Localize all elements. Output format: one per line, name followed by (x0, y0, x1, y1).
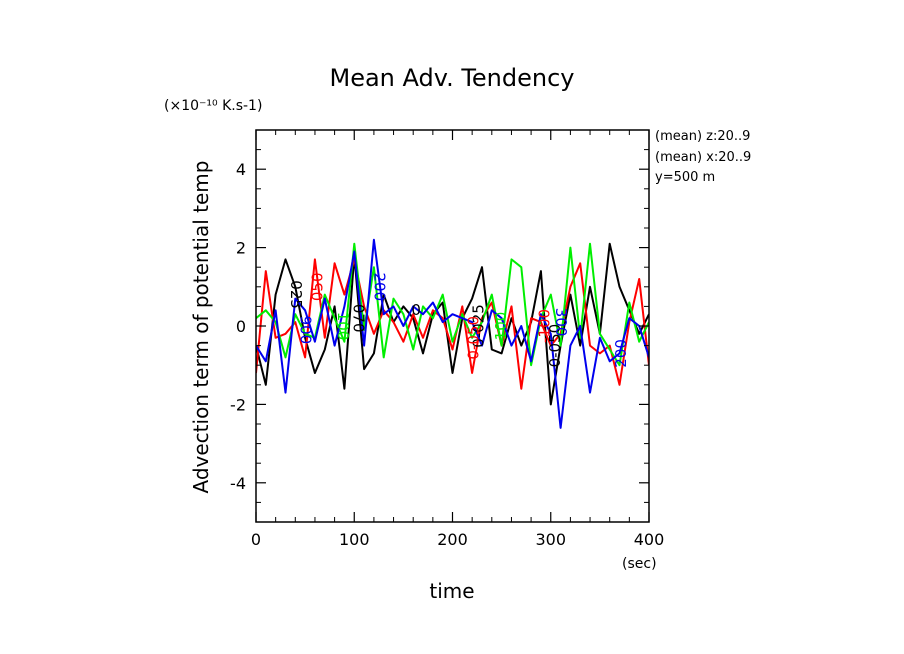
contour-label: 100 (334, 312, 352, 341)
annotation-z: (mean) z:20..9 (655, 129, 750, 144)
y-tick-label: -4 (230, 474, 246, 493)
x-tick-label: 0 (251, 530, 261, 549)
contour-label: 025 (287, 280, 305, 309)
x-tick-label: 400 (634, 530, 665, 549)
contour-label: -100 (535, 309, 553, 343)
y-tick-label: 4 (236, 160, 246, 179)
y-tick-label: -2 (230, 395, 246, 414)
series-layer (256, 238, 649, 429)
contour-label: 050 (308, 272, 326, 301)
contour-label: 200 (612, 339, 630, 368)
contour-label: 0-050 (546, 324, 564, 368)
contour-label: 100 (492, 312, 510, 341)
series-line-1 (256, 242, 649, 406)
contour-label: 200 (370, 272, 388, 301)
y-scale-label: (×10⁻¹⁰ K.s-1) (164, 98, 262, 114)
contour-label: 0 (411, 301, 421, 319)
contour-label: 300 (552, 308, 570, 337)
annotation-x: (mean) x:20..9 (655, 150, 751, 165)
contour-label: 0-025 (470, 304, 488, 348)
contour-label: 070 (350, 304, 368, 333)
annotation-y: y=500 m (655, 170, 715, 185)
y-axis-label: Advection term of potential temp (189, 161, 213, 494)
series-line-4 (256, 238, 649, 429)
contour-label: 900 (297, 316, 315, 345)
y-tick-label: 2 (236, 239, 246, 258)
x-tick-label: 100 (339, 530, 370, 549)
axes: -4 -2 0 2 4 0 100 200 300 400 (230, 129, 665, 549)
contour-label: 0-050 (465, 316, 483, 360)
x-axis-label: time (429, 579, 474, 603)
chart-title: Mean Adv. Tendency (329, 64, 574, 92)
x-unit-label: (sec) (622, 556, 657, 572)
x-tick-label: 300 (535, 530, 566, 549)
x-tick-label: 200 (437, 530, 468, 549)
y-tick-label: 0 (236, 317, 246, 336)
